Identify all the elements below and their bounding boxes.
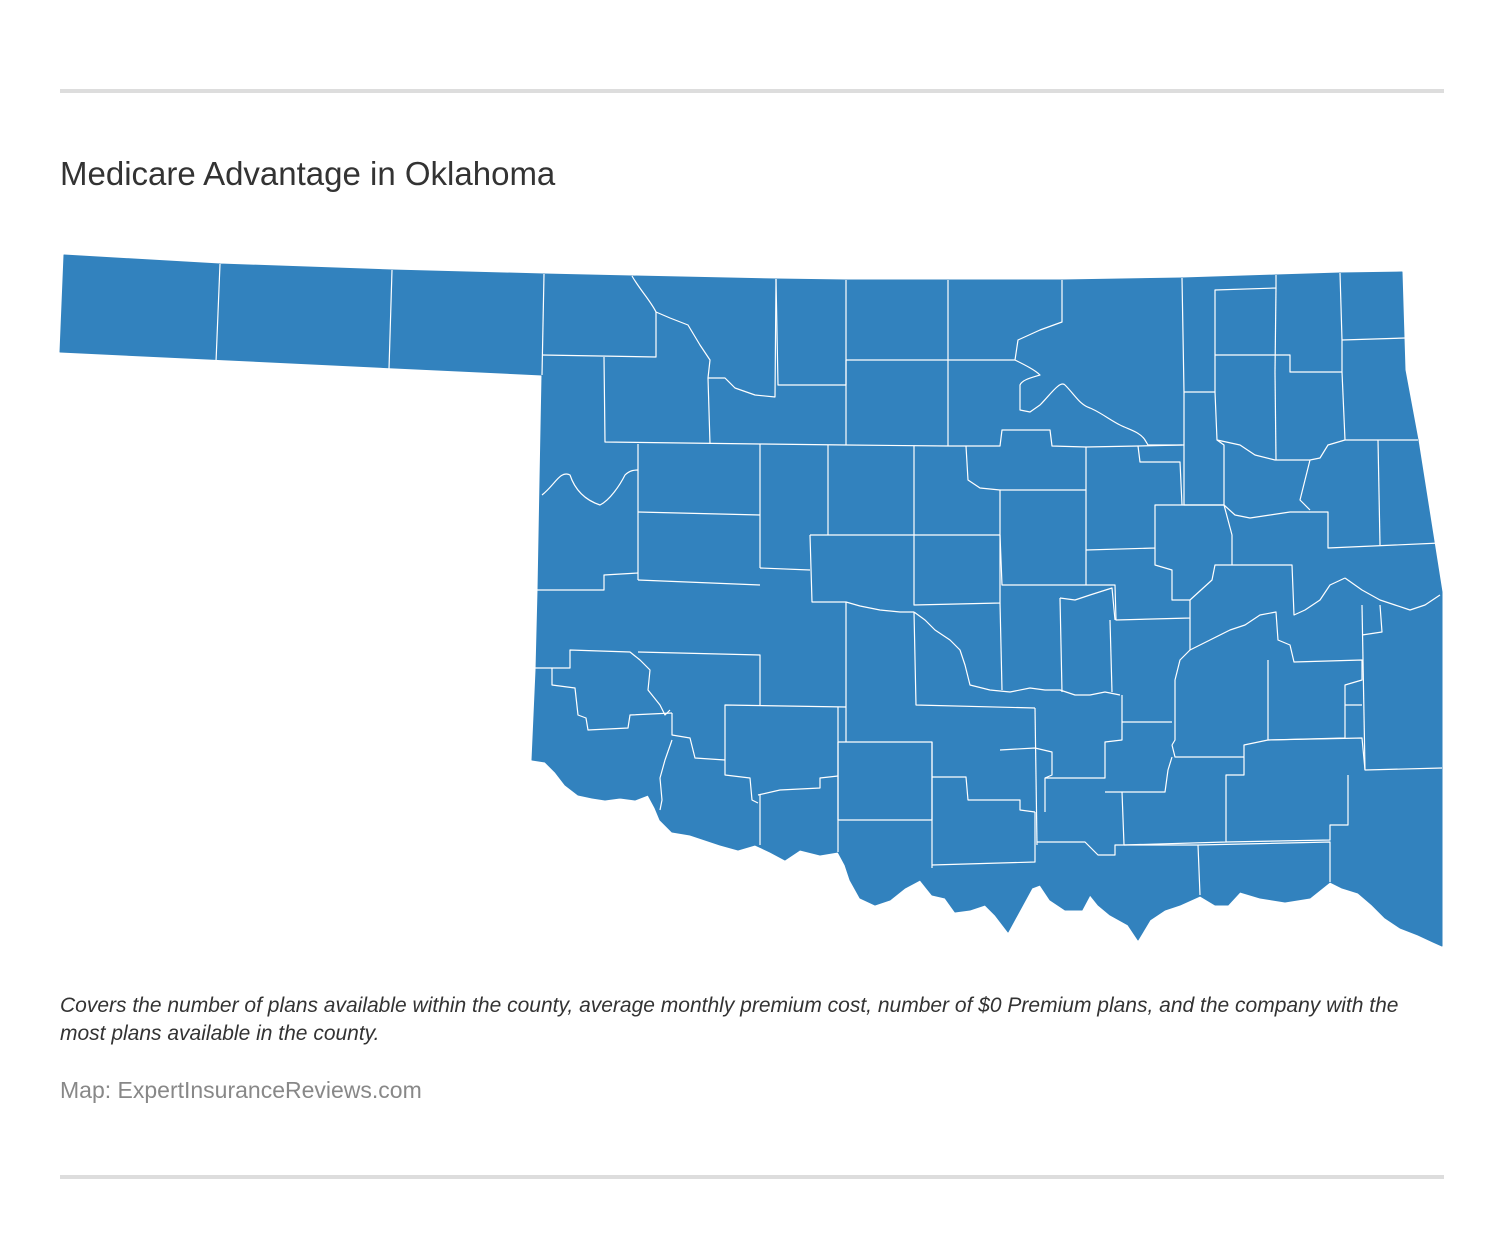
oklahoma-state-shape — [59, 254, 1443, 947]
bottom-divider — [60, 1175, 1444, 1179]
map-source-credit: Map: ExpertInsuranceReviews.com — [60, 1077, 422, 1103]
map-description: Covers the number of plans available wit… — [60, 994, 1399, 1045]
top-divider — [60, 89, 1444, 93]
map-title: Medicare Advantage in Oklahoma — [60, 155, 556, 192]
county-borders — [215, 263, 1443, 896]
